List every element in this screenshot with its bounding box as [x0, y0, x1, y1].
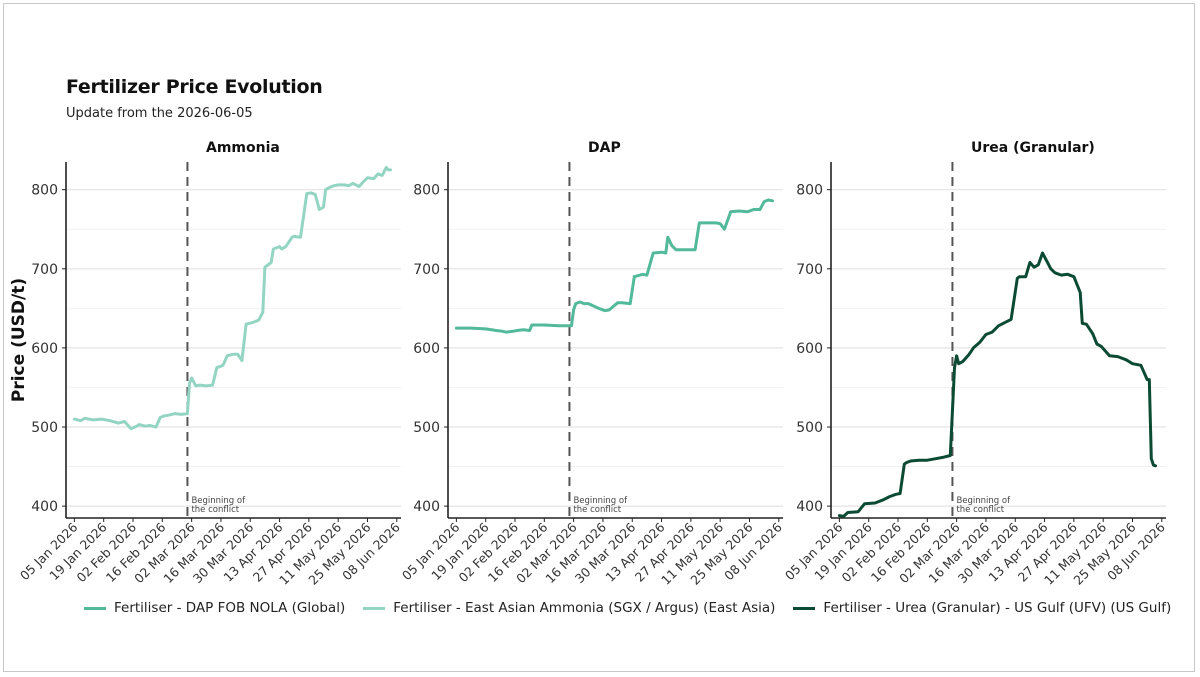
- conflict-annotation-text: the conflict: [573, 505, 621, 515]
- y-tick-label: 400: [31, 499, 58, 515]
- legend-label-dap: Fertiliser - DAP FOB NOLA (Global): [114, 600, 346, 616]
- conflict-annotation-text: the conflict: [191, 505, 239, 515]
- y-tick-label: 500: [796, 420, 823, 436]
- y-tick-label: 800: [31, 183, 58, 199]
- y-axis-title: Price (USD/t): [9, 278, 29, 402]
- legend-swatch-dap: [84, 606, 106, 610]
- conflict-annotation-text: the conflict: [956, 505, 1004, 515]
- y-tick-label: 400: [413, 499, 440, 515]
- chart-title: Fertilizer Price Evolution: [66, 76, 323, 98]
- conflict-annotation-text: Beginning of: [956, 496, 1011, 506]
- legend-label-ammonia: Fertiliser - East Asian Ammonia (SGX / A…: [393, 600, 776, 616]
- y-tick-label: 500: [31, 420, 58, 436]
- legend-swatch-urea: [793, 606, 816, 610]
- panel-title-ammonia: Ammonia: [206, 140, 280, 156]
- y-tick-label: 600: [796, 341, 823, 357]
- legend-item-dap: Fertiliser - DAP FOB NOLA (Global): [84, 600, 345, 616]
- y-tick-label: 700: [796, 262, 823, 278]
- panel-title-dap: DAP: [588, 140, 621, 156]
- y-tick-label: 500: [413, 420, 440, 436]
- y-tick-label: 600: [413, 341, 440, 357]
- conflict-annotation-text: Beginning of: [573, 496, 628, 506]
- series-line-ammonia: [72, 166, 392, 431]
- legend-swatch-ammonia: [363, 606, 386, 610]
- legend-item-urea: Fertiliser - Urea (Granular) - US Gulf (…: [793, 600, 1171, 616]
- legend-label-urea: Fertiliser - Urea (Granular) - US Gulf (…: [823, 600, 1172, 616]
- y-tick-label: 400: [796, 499, 823, 515]
- series-line-urea-granular: [837, 251, 1157, 518]
- y-tick-label: 700: [413, 262, 440, 278]
- y-tick-label: 800: [796, 183, 823, 199]
- figure-frame: [3, 3, 1195, 672]
- y-tick-label: 600: [31, 341, 58, 357]
- series-line-dap: [454, 198, 774, 334]
- chart-legend: Fertiliser - DAP FOB NOLA (Global) Ferti…: [84, 600, 1189, 616]
- y-tick-label: 800: [413, 183, 440, 199]
- panel-title-urea-granular: Urea (Granular): [971, 140, 1095, 156]
- y-tick-label: 700: [31, 262, 58, 278]
- legend-item-ammonia: Fertiliser - East Asian Ammonia (SGX / A…: [363, 600, 775, 616]
- conflict-annotation-text: Beginning of: [191, 496, 246, 506]
- chart-subtitle: Update from the 2026-06-05: [66, 106, 253, 121]
